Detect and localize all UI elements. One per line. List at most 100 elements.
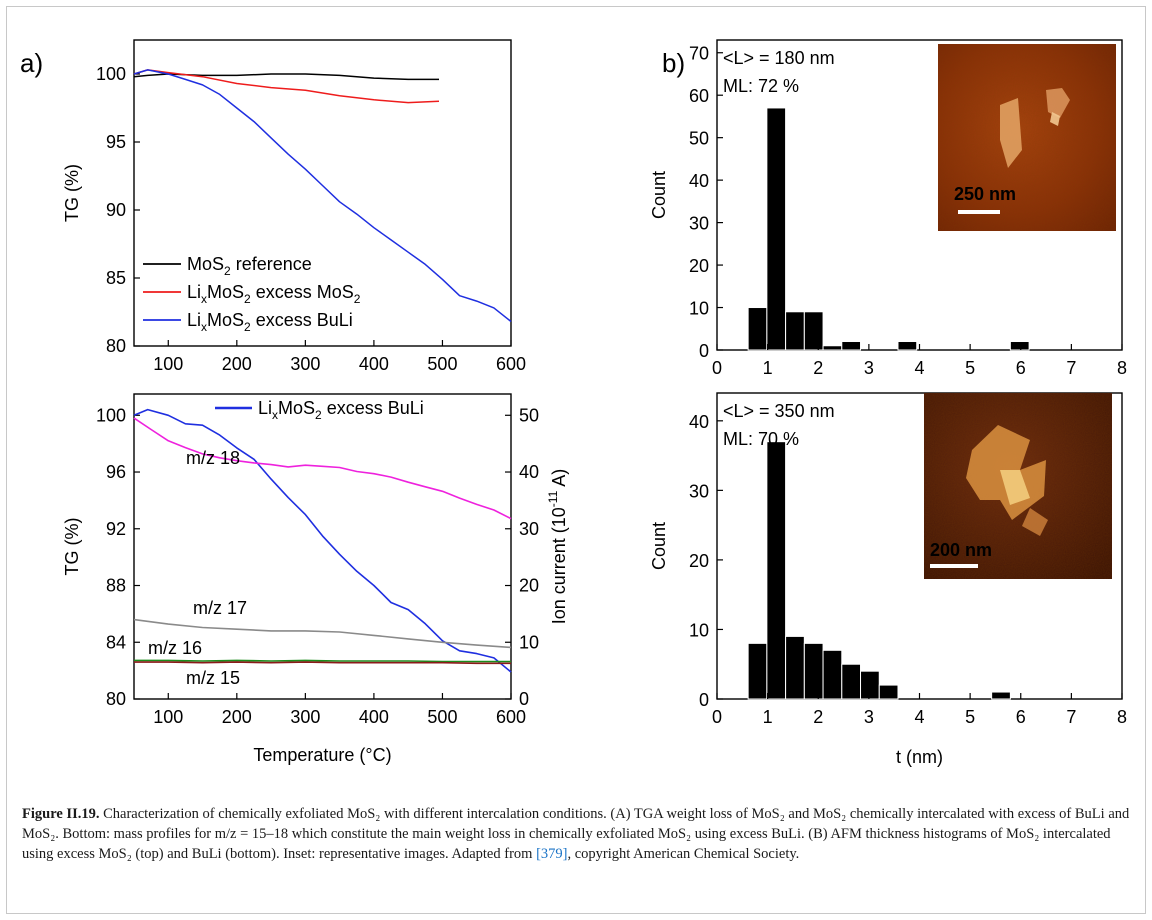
b-bottom-bar [766,441,787,700]
b-top-bar [747,307,768,351]
b-bottom-ytick-label: 0 [699,690,709,710]
a-bottom-xtick-label: 200 [222,707,252,727]
figure-frame [6,6,1146,914]
b-top-xtick-label: 4 [914,358,924,378]
a-top-ytick-label: 85 [106,268,126,288]
b-bottom-bar [822,649,843,700]
b-top-ytick-label: 70 [689,44,709,64]
b-top-ytick-label: 10 [689,299,709,319]
caption-text: Characterization of chemically exfoliate… [22,806,1130,862]
a-top-ytick-label: 80 [106,336,126,356]
series-label-m-z-15: m/z 15 [186,668,240,688]
b-top-xtick-label: 2 [813,358,823,378]
panel-b-label: b) [662,48,685,78]
a-top-xtick-label: 400 [359,354,389,374]
a-top-xtick-label: 300 [290,354,320,374]
b-top-bar [785,311,805,351]
afm-inset-top-texture [938,44,1116,231]
a-bottom-ytick-label: 96 [106,462,126,482]
a-top-ylabel: TG (%) [62,164,82,222]
b-bottom-bar [747,642,768,700]
b-top-ytick-label: 50 [689,129,709,149]
b-top-ytick-label: 20 [689,256,709,276]
a-bottom-y2tick-label: 40 [519,462,539,482]
a-bottom-xtick-label: 100 [153,707,183,727]
series-m-z-17 [133,618,512,649]
b-top-xtick-label: 6 [1016,358,1026,378]
b-top-ytick-label: 60 [689,86,709,106]
a-bottom-ytick-label: 88 [106,576,126,596]
b-bottom-ylabel: Count [649,522,669,570]
a-bottom-ytick-label: 92 [106,519,126,539]
a-top-xtick-label: 600 [496,354,526,374]
b-bottom-ytick-label: 30 [689,481,709,501]
b-bottom-annotation: ML: 70 % [723,429,799,449]
series-li-mos-excess-buli [133,408,512,673]
b-top-bar [841,341,862,351]
b-top-xtick-label: 5 [965,358,975,378]
series-label-m-z-16: m/z 16 [148,638,202,658]
a-bottom-xtick-label: 400 [359,707,389,727]
series-m-z-15 [134,661,511,665]
a-top-ytick-label: 90 [106,200,126,220]
b-bottom-xlabel: t (nm) [896,747,943,767]
a-bottom-ytick-label: 100 [96,405,126,425]
afm-flake [1046,88,1070,118]
b-bottom-xtick-label: 3 [864,707,874,727]
afm-flake [1000,470,1030,505]
scale-bar-label: 250 nm [954,184,1016,204]
a-top-ytick-label: 95 [106,132,126,152]
series-label-m-z-17: m/z 17 [193,598,247,618]
b-top-ylabel: Count [649,171,669,219]
a-top-xtick-label: 500 [427,354,457,374]
caption-suffix: , copyright American Chemical Society. [567,846,800,862]
b-bottom-bar [785,635,805,700]
b-top-bar [803,311,824,351]
afm-flake [1000,98,1022,168]
legend-label-li-mos-excess-mos: LixMoS2 excess MoS2 [187,282,361,306]
a-bottom-y2label: Ion current (10-11 A) [546,469,569,625]
b-top-ytick-label: 40 [689,171,709,191]
series-mos-reference [133,73,439,81]
b-bottom-xtick-label: 8 [1117,707,1127,727]
b-top-xtick-label: 0 [712,358,722,378]
afm-inset-bottom: 200 nm [924,393,1112,579]
a-top-xtick-label: 200 [222,354,252,374]
a-bottom-y2tick-label: 10 [519,632,539,652]
b-bottom-ytick-label: 10 [689,620,709,640]
a-bottom-xtick-label: 600 [496,707,526,727]
b-top-bar [766,107,787,351]
legend-label-li-mos-excess-buli: LixMoS2 excess BuLi [187,310,353,334]
series-li-mos-excess-buli [133,69,512,323]
b-bottom-ytick-label: 40 [689,412,709,432]
b-bottom-xtick-label: 1 [763,707,773,727]
b-bottom-xtick-label: 7 [1066,707,1076,727]
b-top-annotation: <L> = 180 nm [723,48,835,68]
b-top-bar [822,345,843,351]
series-label-m-z-18: m/z 18 [186,448,240,468]
b-top-xtick-label: 1 [763,358,773,378]
scale-bar-label: 200 nm [930,540,992,560]
b-top-annotation: ML: 72 % [723,76,799,96]
b-top-bar [1009,341,1030,351]
b-bottom-xtick-label: 0 [712,707,722,727]
series-li-mos-excess-mos [133,69,440,104]
caption-citation-link[interactable]: [379] [536,846,568,862]
a-bottom-xtick-label: 500 [427,707,457,727]
b-top-xtick-label: 3 [864,358,874,378]
a-bottom-xlabel: Temperature (°C) [253,745,391,765]
b-top-xtick-label: 8 [1117,358,1127,378]
a-top-xtick-label: 100 [153,354,183,374]
series-m-z-18 [133,417,512,520]
a-top-plot-frame [133,39,512,347]
afm-flake [1050,112,1060,126]
a-bottom-ytick-label: 84 [106,632,126,652]
a-bottom-ytick-label: 80 [106,689,126,709]
legend-label-mos-reference: MoS2 reference [187,254,312,278]
a-bottom-y2tick-label: 20 [519,576,539,596]
afm-inset-top: 250 nm [938,44,1116,231]
b-bottom-bar [878,684,899,700]
b-bottom-bar [860,670,880,700]
b-bottom-ytick-label: 20 [689,551,709,571]
